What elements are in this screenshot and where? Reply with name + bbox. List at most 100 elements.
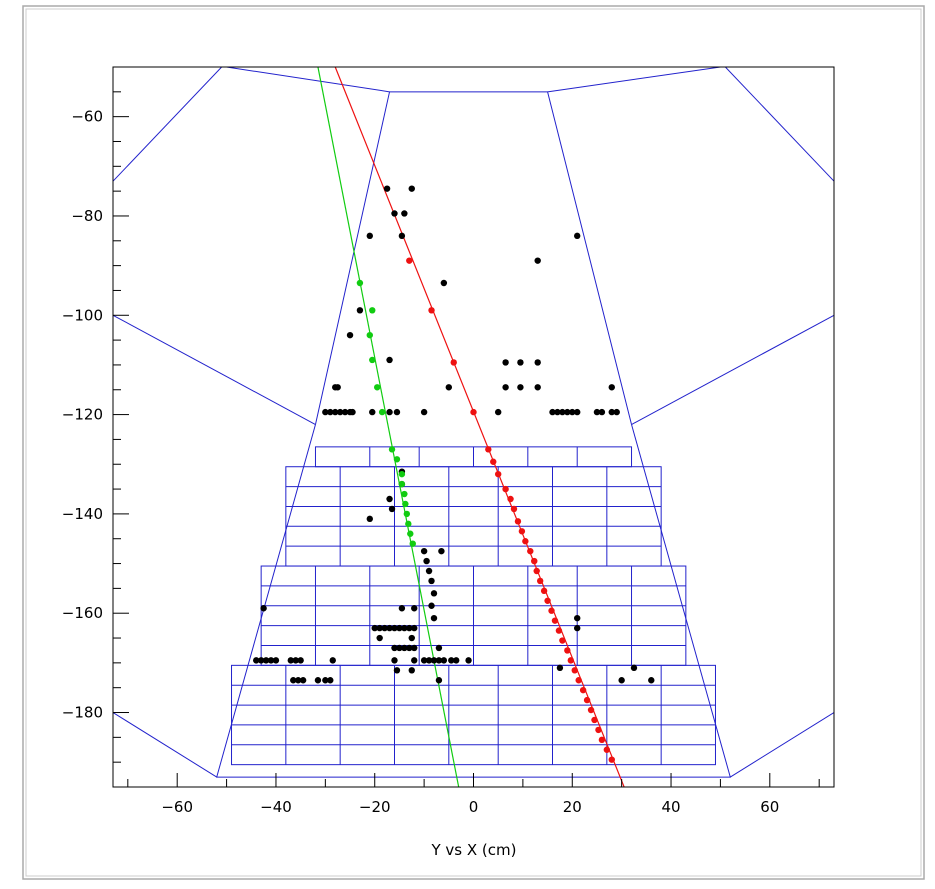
data-point — [386, 408, 393, 416]
data-point — [398, 605, 406, 612]
data-point — [409, 540, 416, 547]
data-point — [648, 677, 655, 684]
axes: −60 −40 −20 0 20 40 60 −60 −80 −100 −120 −140 −160 −1… — [62, 66, 820, 816]
data-point — [260, 605, 267, 612]
data-point — [574, 408, 581, 416]
data-point — [420, 657, 428, 664]
data-point — [401, 624, 408, 632]
data-point — [374, 384, 381, 391]
data-point — [569, 408, 576, 416]
data-point — [534, 384, 541, 391]
data-point — [366, 232, 373, 240]
data-point — [514, 518, 522, 525]
detector-edge-9 — [724, 67, 834, 182]
data-point — [435, 657, 443, 664]
data-point — [430, 590, 438, 597]
data-point — [406, 644, 413, 652]
data-point — [438, 547, 445, 555]
data-point — [564, 408, 571, 416]
data-point — [393, 408, 401, 416]
data-point — [329, 657, 336, 664]
data-point — [292, 657, 299, 664]
data-point — [517, 359, 524, 366]
data-point — [349, 408, 356, 416]
data-point — [336, 408, 344, 416]
data-point — [393, 456, 401, 463]
detector-geometry — [113, 67, 834, 778]
data-point — [356, 279, 364, 287]
detector-edge-3 — [547, 67, 721, 93]
data-point — [376, 634, 383, 642]
data-point — [411, 657, 418, 664]
data-point — [435, 644, 443, 652]
x-tick-label: 20 — [563, 798, 582, 816]
x-tick-label: −20 — [359, 798, 391, 816]
data-point — [287, 657, 294, 664]
fit-line-1 — [317, 67, 460, 787]
data-point — [574, 614, 581, 622]
data-point — [396, 644, 403, 652]
data-point — [465, 657, 472, 664]
data-point — [408, 634, 415, 642]
data-point — [494, 470, 502, 478]
data-point — [386, 356, 393, 364]
y-tick-label: −100 — [62, 306, 103, 324]
detector-edge-4 — [113, 314, 316, 425]
data-point — [428, 577, 435, 585]
data-point — [595, 726, 602, 734]
data-point — [423, 557, 430, 565]
hit-points — [253, 185, 655, 763]
data-point — [322, 408, 329, 416]
data-point — [408, 185, 415, 192]
data-point — [494, 408, 502, 416]
data-point — [470, 408, 477, 416]
data-point — [591, 716, 598, 724]
data-point — [314, 677, 322, 684]
outer-border-inner — [25, 8, 922, 877]
data-point — [369, 356, 376, 364]
data-point — [518, 528, 526, 535]
data-point — [425, 567, 433, 575]
x-tick-label: −60 — [161, 798, 193, 816]
data-point — [559, 408, 566, 416]
data-point — [510, 505, 518, 513]
data-point — [406, 257, 413, 264]
data-point — [559, 637, 566, 644]
data-point — [574, 624, 581, 632]
series-1 — [406, 257, 615, 763]
data-point — [386, 624, 393, 632]
data-point — [401, 490, 408, 498]
data-point — [262, 657, 270, 664]
y-tick-label: −140 — [62, 505, 103, 523]
data-point — [290, 677, 297, 684]
data-point — [428, 307, 435, 314]
data-point — [253, 657, 260, 664]
data-point — [322, 677, 329, 684]
x-tick-label: −40 — [260, 798, 292, 816]
data-point — [411, 644, 418, 652]
data-point — [406, 624, 413, 632]
data-point — [533, 567, 540, 575]
data-point — [398, 232, 406, 240]
data-point — [445, 384, 453, 391]
data-point — [386, 495, 393, 503]
y-tick-label: −160 — [62, 604, 103, 622]
data-point — [571, 667, 578, 674]
y-tick-label: −80 — [71, 207, 103, 225]
x-axis-label: Y vs X (cm) — [431, 841, 517, 859]
data-point — [332, 408, 339, 416]
data-point — [341, 408, 349, 416]
data-point — [425, 657, 433, 664]
series-0 — [253, 185, 655, 684]
data-point — [402, 500, 409, 508]
data-point — [398, 470, 406, 478]
detector-edge-6 — [113, 712, 217, 778]
data-point — [391, 624, 398, 632]
data-point — [598, 408, 606, 416]
block-outline — [231, 664, 716, 766]
data-point — [297, 657, 304, 664]
data-point — [420, 408, 428, 416]
data-point — [383, 185, 391, 192]
detector-edge-8 — [113, 67, 223, 182]
data-point — [391, 210, 398, 217]
